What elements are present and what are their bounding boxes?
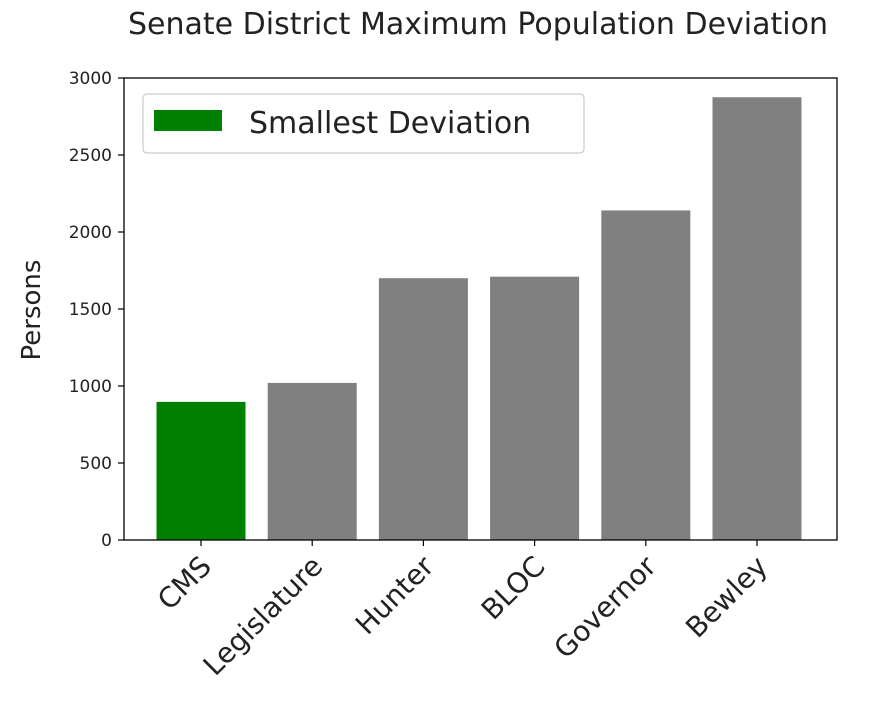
y-axis-label: Persons	[17, 260, 47, 361]
bar-bewley	[712, 97, 802, 540]
x-tick-label: Bewley	[679, 550, 774, 645]
legend-label: Smallest Deviation	[249, 106, 531, 141]
x-tick-label: CMS	[151, 550, 218, 617]
bar-governor	[601, 210, 691, 540]
legend-swatch	[154, 110, 222, 131]
y-tick-label: 1000	[69, 377, 112, 397]
y-tick-label: 500	[80, 454, 112, 474]
legend: Smallest Deviation	[142, 93, 585, 154]
y-tick-label: 2000	[69, 223, 112, 243]
x-tick-label: Hunter	[349, 549, 441, 641]
bar-cms	[156, 401, 246, 540]
bar-hunter	[378, 278, 468, 540]
y-tick-label: 1500	[69, 300, 112, 320]
bar-bloc	[490, 276, 580, 540]
x-tick-label: Governor	[547, 549, 663, 665]
x-tick-label: Legislature	[197, 550, 329, 682]
legend-box	[142, 93, 585, 154]
x-tick-label: BLOC	[475, 550, 552, 627]
bar-legislature	[267, 382, 357, 540]
axes-frame	[123, 77, 838, 541]
y-tick-label: 2500	[69, 146, 112, 166]
chart-title: Senate District Maximum Population Devia…	[128, 7, 828, 42]
y-tick-label: 3000	[69, 69, 112, 89]
y-tick-label: 0	[101, 531, 112, 551]
